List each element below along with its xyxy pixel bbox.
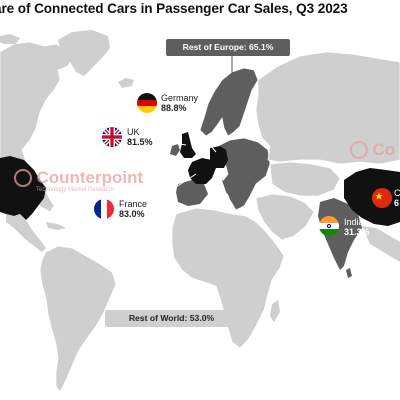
- uk-label: UK 81.5%: [127, 127, 153, 147]
- germany-value: 88.8%: [161, 103, 187, 113]
- caribbean-land: [46, 222, 66, 230]
- watermark-counterpoint-right: Co: [350, 140, 395, 160]
- uk-flag-graphic: [102, 127, 122, 147]
- uk-land: [180, 132, 196, 158]
- italy-land: [222, 180, 244, 208]
- uk-name: UK: [127, 127, 140, 137]
- france-name: France: [119, 199, 148, 209]
- china-label: C 6: [394, 188, 400, 208]
- greenland-land: [58, 30, 110, 76]
- uk-flag-icon: [102, 127, 122, 147]
- uk-leader-line: [155, 139, 187, 146]
- india-flag-icon: [319, 216, 339, 236]
- india-label: India 31.3%: [344, 217, 370, 237]
- watermark-logo-icon-right: [350, 141, 368, 159]
- uk-value: 81.5%: [127, 137, 153, 147]
- germany-label: Germany 88.8%: [161, 93, 198, 113]
- central-america-land: [6, 214, 46, 252]
- watermark-tagline: Technology Market Research: [36, 187, 114, 193]
- china-name: C: [394, 188, 400, 198]
- india-name: India: [344, 217, 364, 227]
- france-label: France 83.0%: [119, 199, 147, 219]
- south-america-land: [39, 245, 117, 393]
- germany-leader-line: [185, 115, 217, 153]
- chart-title: are of Connected Cars in Passenger Car S…: [0, 1, 348, 16]
- middle-east-land: [255, 193, 315, 241]
- china-flag-icon: [372, 188, 392, 208]
- iberia-land: [176, 180, 208, 206]
- africa-land: [171, 207, 285, 349]
- watermark-brand-partial: Co: [372, 140, 396, 159]
- rest-of-world-value: 53.0%: [189, 313, 215, 323]
- rest-of-world-name: Rest of World:: [128, 313, 188, 323]
- sri-lanka-land: [346, 268, 352, 278]
- rest-of-world-label: Rest of World: 53.0%: [105, 310, 238, 327]
- watermark-brand: Counterpoint: [36, 168, 144, 187]
- germany-land: [210, 146, 228, 168]
- germany-flag-icon: [137, 93, 157, 113]
- central-asia-land: [269, 161, 341, 197]
- rest-of-europe-value: 65.1%: [249, 42, 274, 52]
- rest-of-europe-name: Rest of Europe:: [182, 42, 247, 52]
- china-flag-graphic: [375, 192, 383, 200]
- scandinavia-land: [199, 67, 259, 137]
- france-flag-icon: [94, 199, 114, 219]
- france-value: 83.0%: [119, 209, 145, 219]
- russia-land: [255, 51, 400, 165]
- southeast-asia-land: [362, 226, 400, 262]
- ireland-land: [170, 144, 180, 156]
- alaska-land: [0, 34, 20, 44]
- china-value: 6: [394, 198, 400, 208]
- watermark-logo-icon: [14, 169, 32, 187]
- usa-land: [0, 156, 46, 220]
- france-land: [188, 158, 216, 184]
- madagascar-land: [270, 300, 280, 322]
- watermark-counterpoint: Counterpoint Technology Market Research: [14, 168, 143, 193]
- germany-name: Germany: [161, 93, 199, 103]
- iceland-land: [118, 78, 134, 88]
- india-value: 31.3%: [344, 227, 370, 237]
- france-leader-line: [155, 173, 197, 201]
- rest-of-europe-label: Rest of Europe: 65.1%: [166, 39, 290, 56]
